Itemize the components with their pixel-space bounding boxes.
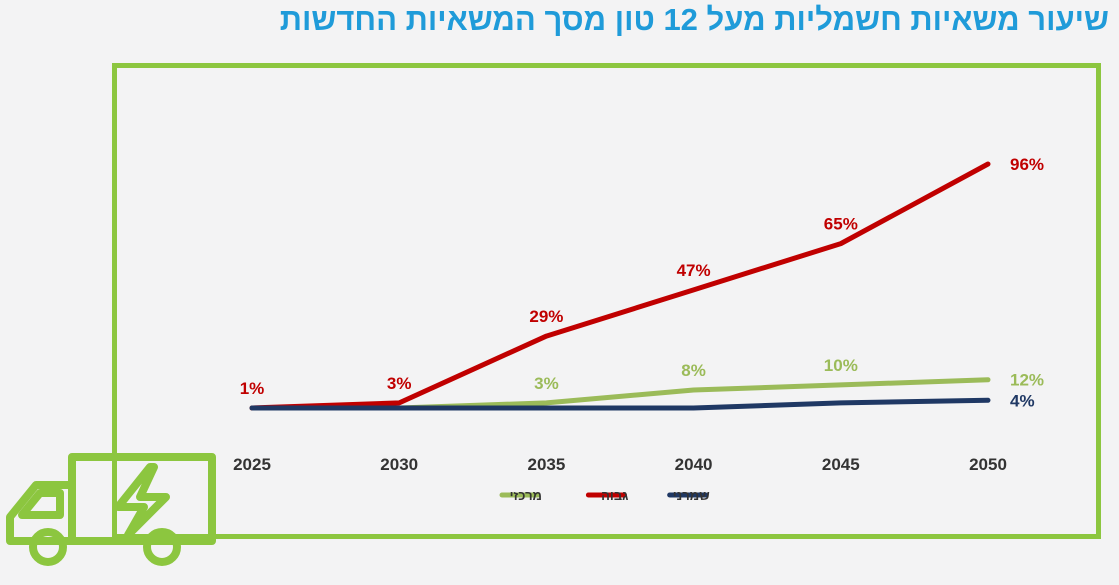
data-label: 1%	[240, 379, 265, 398]
data-label: 10%	[824, 356, 858, 375]
legend-label: מרכזי	[510, 488, 542, 503]
series-line	[249, 161, 991, 411]
data-label: 3%	[534, 374, 559, 393]
chart-frame	[112, 63, 1101, 539]
page-title: שיעור משאיות חשמליות מעל 12 טון מסך המשא…	[279, 2, 1109, 37]
data-label: 4%	[1010, 391, 1035, 410]
data-label: 96%	[1010, 155, 1044, 174]
x-tick-label: 2050	[969, 455, 1007, 474]
series-line	[249, 397, 991, 411]
x-tick-label: 2035	[527, 455, 565, 474]
legend-label: גבוה	[601, 488, 628, 503]
legend-label: שמרני	[673, 488, 710, 503]
x-tick-label: 2040	[675, 455, 713, 474]
data-label: 8%	[681, 361, 706, 380]
x-tick-label: 2030	[380, 455, 418, 474]
electric-truck-icon	[6, 453, 216, 566]
data-label: 65%	[824, 215, 858, 234]
x-tick-label: 2045	[822, 455, 860, 474]
data-label: 12%	[1010, 371, 1044, 390]
data-label: 47%	[677, 261, 711, 280]
data-label: 3%	[387, 374, 412, 393]
data-label: 29%	[529, 307, 563, 326]
x-tick-label: 2025	[233, 455, 271, 474]
